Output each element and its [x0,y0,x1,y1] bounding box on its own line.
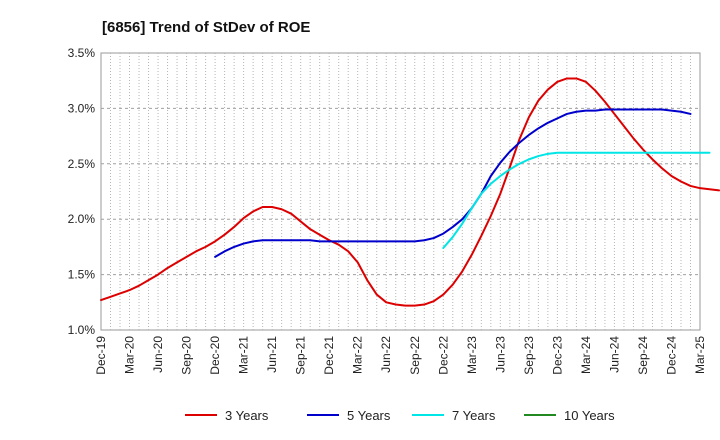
y-tick-label: 2.5% [68,157,96,171]
x-tick-label: Sep-22 [408,336,422,375]
x-tick-label: Dec-22 [436,336,450,375]
plot-border [100,52,701,331]
x-tick-label: Mar-22 [351,336,365,374]
x-tick-label: Sep-20 [180,336,194,375]
legend-label: 5 Years [347,408,391,423]
x-tick-label: Mar-21 [237,336,251,374]
x-tick-label: Jun-20 [151,336,165,373]
plot-area [100,52,701,331]
x-tick-label: Mar-24 [579,336,593,374]
y-tick-label: 1.5% [68,268,96,282]
x-tick-label: Sep-23 [522,336,536,375]
y-tick-label: 2.0% [68,212,96,226]
legend-label: 10 Years [564,408,615,423]
x-tick-label: Mar-20 [123,336,137,374]
x-tick-label: Dec-20 [208,336,222,375]
x-tick-label: Dec-19 [94,336,108,375]
series-line-3-years [100,77,720,307]
y-tick-label: 3.5% [68,46,96,60]
series-line-7-years [442,151,711,250]
x-tick-label: Mar-25 [693,336,707,374]
y-tick-label: 3.0% [68,101,96,115]
series-line-5-years [214,108,692,258]
y-axis: 1.0% 1.5% 2.0% 2.5% 3.0% 3.5% [68,46,96,337]
legend-label: 3 Years [225,408,269,423]
x-tick-label: Dec-21 [322,336,336,375]
x-tick-label: Sep-21 [294,336,308,375]
x-tick-label: Dec-24 [664,336,678,375]
x-tick-label: Jun-22 [379,336,393,373]
x-tick-label: Mar-23 [465,336,479,374]
x-axis: Dec-19 Mar-20 Jun-20 Sep-20 Dec-20 Mar-21 Jun-… [94,336,707,375]
x-tick-label: Sep-24 [636,336,650,375]
legend-label: 7 Years [452,408,496,423]
legend: 3 Years 5 Years 7 Years 10 Years [185,408,615,423]
x-tick-label: Jun-23 [493,336,507,373]
x-tick-label: Jun-24 [607,336,621,373]
series-layer [100,77,720,307]
y-tick-label: 1.0% [68,323,96,337]
chart-title: [6856] Trend of StDev of ROE [102,19,310,36]
x-tick-label: Jun-21 [265,336,279,373]
x-tick-label: Dec-23 [550,336,564,375]
